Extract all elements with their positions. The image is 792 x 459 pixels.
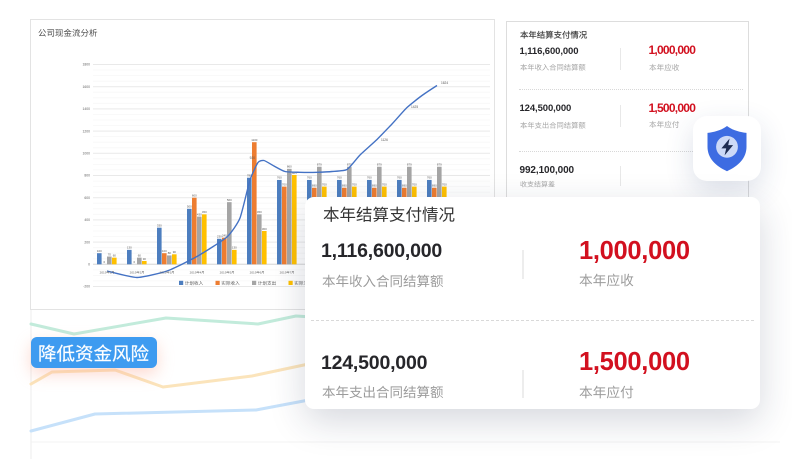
svg-text:760: 760: [427, 176, 432, 180]
svg-text:1100: 1100: [251, 138, 258, 142]
svg-text:879: 879: [377, 163, 382, 167]
svg-text:1600: 1600: [82, 85, 90, 89]
svg-text:1800: 1800: [82, 63, 90, 67]
svg-text:690: 690: [402, 184, 407, 188]
svg-text:230: 230: [217, 235, 222, 239]
svg-text:100: 100: [162, 249, 167, 253]
svg-text:2: 2: [140, 271, 142, 275]
svg-text:700: 700: [322, 182, 327, 186]
svg-text:2019: 2019: [100, 271, 107, 275]
svg-text:760: 760: [397, 176, 402, 180]
svg-text:600: 600: [84, 196, 90, 200]
svg-text:700: 700: [382, 182, 387, 186]
svg-text:3: 3: [170, 271, 172, 275]
svg-text:-200: -200: [83, 285, 90, 289]
svg-text:879: 879: [347, 163, 352, 167]
svg-text:90: 90: [173, 250, 177, 254]
svg-text:879: 879: [317, 163, 322, 167]
svg-text:560: 560: [227, 198, 232, 202]
svg-text:920: 920: [250, 156, 256, 160]
svg-text:2019: 2019: [250, 271, 257, 275]
svg-text:760: 760: [307, 176, 312, 180]
svg-text:330: 330: [157, 223, 162, 227]
svg-text:0: 0: [133, 260, 135, 264]
svg-text:690: 690: [342, 184, 347, 188]
svg-text:800: 800: [84, 174, 90, 178]
svg-text:60: 60: [138, 253, 142, 257]
svg-text:600: 600: [192, 194, 197, 198]
svg-text:700: 700: [352, 182, 357, 186]
svg-text:240: 240: [222, 233, 227, 237]
svg-text:5: 5: [230, 271, 232, 275]
svg-text:760: 760: [367, 176, 372, 180]
svg-text:690: 690: [432, 184, 437, 188]
svg-text:60: 60: [113, 253, 117, 257]
svg-text:860: 860: [287, 165, 292, 169]
svg-text:130: 130: [232, 246, 237, 250]
svg-text:700: 700: [282, 182, 287, 186]
svg-text:70: 70: [108, 252, 112, 256]
svg-text:7: 7: [290, 271, 292, 275]
svg-text:760: 760: [337, 176, 342, 180]
svg-text:2019: 2019: [190, 271, 197, 275]
svg-text:200: 200: [84, 240, 90, 244]
svg-text:400: 400: [84, 218, 90, 222]
svg-text:430: 430: [197, 212, 202, 216]
svg-text:780: 780: [247, 174, 252, 178]
svg-text:690: 690: [312, 184, 317, 188]
svg-text:130: 130: [127, 246, 132, 250]
svg-text:1400: 1400: [82, 107, 90, 111]
svg-text:2019: 2019: [280, 271, 287, 275]
svg-text:450: 450: [257, 210, 262, 214]
svg-text:0: 0: [88, 263, 90, 267]
svg-text:1425: 1425: [411, 105, 418, 109]
svg-text:1624: 1624: [441, 81, 448, 85]
svg-text:450: 450: [202, 210, 207, 214]
svg-text:2019: 2019: [130, 271, 137, 275]
svg-text:879: 879: [407, 163, 412, 167]
svg-text:700: 700: [412, 182, 417, 186]
svg-text:760: 760: [277, 176, 282, 180]
svg-text:690: 690: [372, 184, 377, 188]
svg-text:30: 30: [143, 257, 147, 261]
svg-text:4: 4: [200, 271, 202, 275]
svg-text:100: 100: [97, 249, 102, 253]
svg-text:700: 700: [442, 182, 447, 186]
svg-text:0: 0: [103, 260, 105, 264]
svg-text:1200: 1200: [82, 129, 90, 133]
svg-text:80: 80: [168, 251, 172, 255]
svg-text:1: 1: [110, 271, 112, 275]
svg-text:1126: 1126: [381, 138, 388, 142]
svg-text:2019: 2019: [160, 271, 167, 275]
svg-text:879: 879: [437, 163, 442, 167]
svg-text:300: 300: [262, 227, 267, 231]
svg-text:6: 6: [260, 271, 262, 275]
svg-text:1000: 1000: [82, 152, 90, 156]
svg-text:2019: 2019: [220, 271, 227, 275]
svg-text:500: 500: [187, 205, 192, 209]
